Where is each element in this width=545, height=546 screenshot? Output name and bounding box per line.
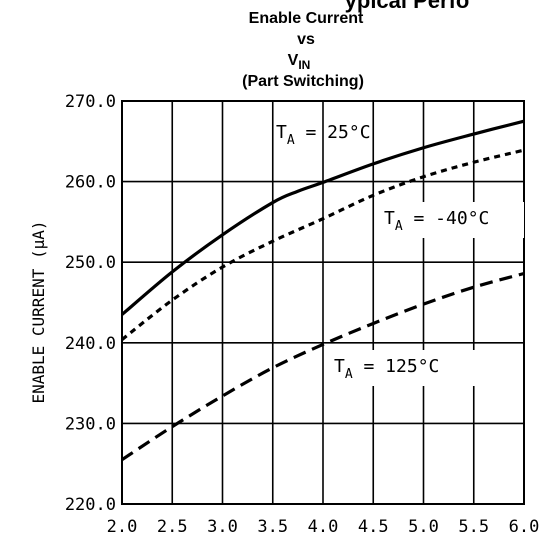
title-vin-sub: IN: [298, 58, 310, 72]
chart-title: Enable Current vs VIN (Part Switching): [242, 10, 364, 90]
y-tick-label: 260.0: [65, 173, 116, 193]
title-line-4: (Part Switching): [242, 73, 364, 90]
title-line-1: Enable Current: [249, 10, 364, 27]
x-tick-label: 3.0: [207, 517, 238, 537]
series-lines: [120, 119, 525, 462]
title-vin-v: V: [288, 52, 299, 69]
tick-labels: 2.0 2.5 3.0 3.5 4.0 4.5 5.0 5.5 6.0 220.0 230.0 240…: [65, 92, 540, 537]
curve-label-0: TA = 25°C: [276, 122, 371, 148]
curve-label-2: TA = 125°C: [334, 356, 439, 382]
curve-label-background: [326, 350, 486, 386]
curve-label-subscript: A: [287, 133, 295, 148]
curve-label-subscript: A: [345, 367, 353, 382]
curve-labels: TA = 25°CTA = -40°CTA = 125°C: [276, 122, 524, 386]
curve-label-background: [376, 202, 524, 238]
y-tick-label: 240.0: [65, 334, 116, 354]
header-partial-text: ypical Perfo: [345, 0, 470, 13]
curve-label-1: TA = -40°C: [384, 208, 489, 234]
y-axis-title: ENABLE CURRENT (μA): [29, 220, 48, 403]
curve-label-value: = 125°C: [353, 356, 440, 377]
y-tick-label: 250.0: [65, 253, 116, 273]
x-tick-label: 4.0: [308, 517, 339, 537]
y-tick-label: 230.0: [65, 414, 116, 434]
curve-label-value: = 25°C: [295, 122, 371, 143]
curve-label-symbol: T: [276, 122, 287, 143]
x-tick-label: 4.5: [358, 517, 389, 537]
title-line-3: VIN: [288, 52, 311, 72]
title-line-2: vs: [297, 31, 315, 48]
x-tick-label: 2.5: [157, 517, 188, 537]
x-tick-label: 3.5: [257, 517, 288, 537]
curve-label-symbol: T: [334, 356, 345, 377]
curve-label-subscript: A: [395, 219, 403, 234]
curve-label-value: = -40°C: [403, 208, 490, 229]
x-tick-label: 5.5: [458, 517, 489, 537]
grid: [121, 100, 525, 505]
x-tick-label: 6.0: [509, 517, 540, 537]
plot-frame: [121, 100, 525, 505]
curve-label-symbol: T: [384, 208, 395, 229]
y-tick-label: 220.0: [65, 495, 116, 515]
x-tick-label: 2.0: [107, 517, 138, 537]
y-tick-label: 270.0: [65, 92, 116, 112]
x-tick-label: 5.0: [408, 517, 439, 537]
series-line-2: [121, 271, 525, 462]
series-line-0: [120, 119, 525, 316]
series-line-1: [121, 148, 525, 341]
